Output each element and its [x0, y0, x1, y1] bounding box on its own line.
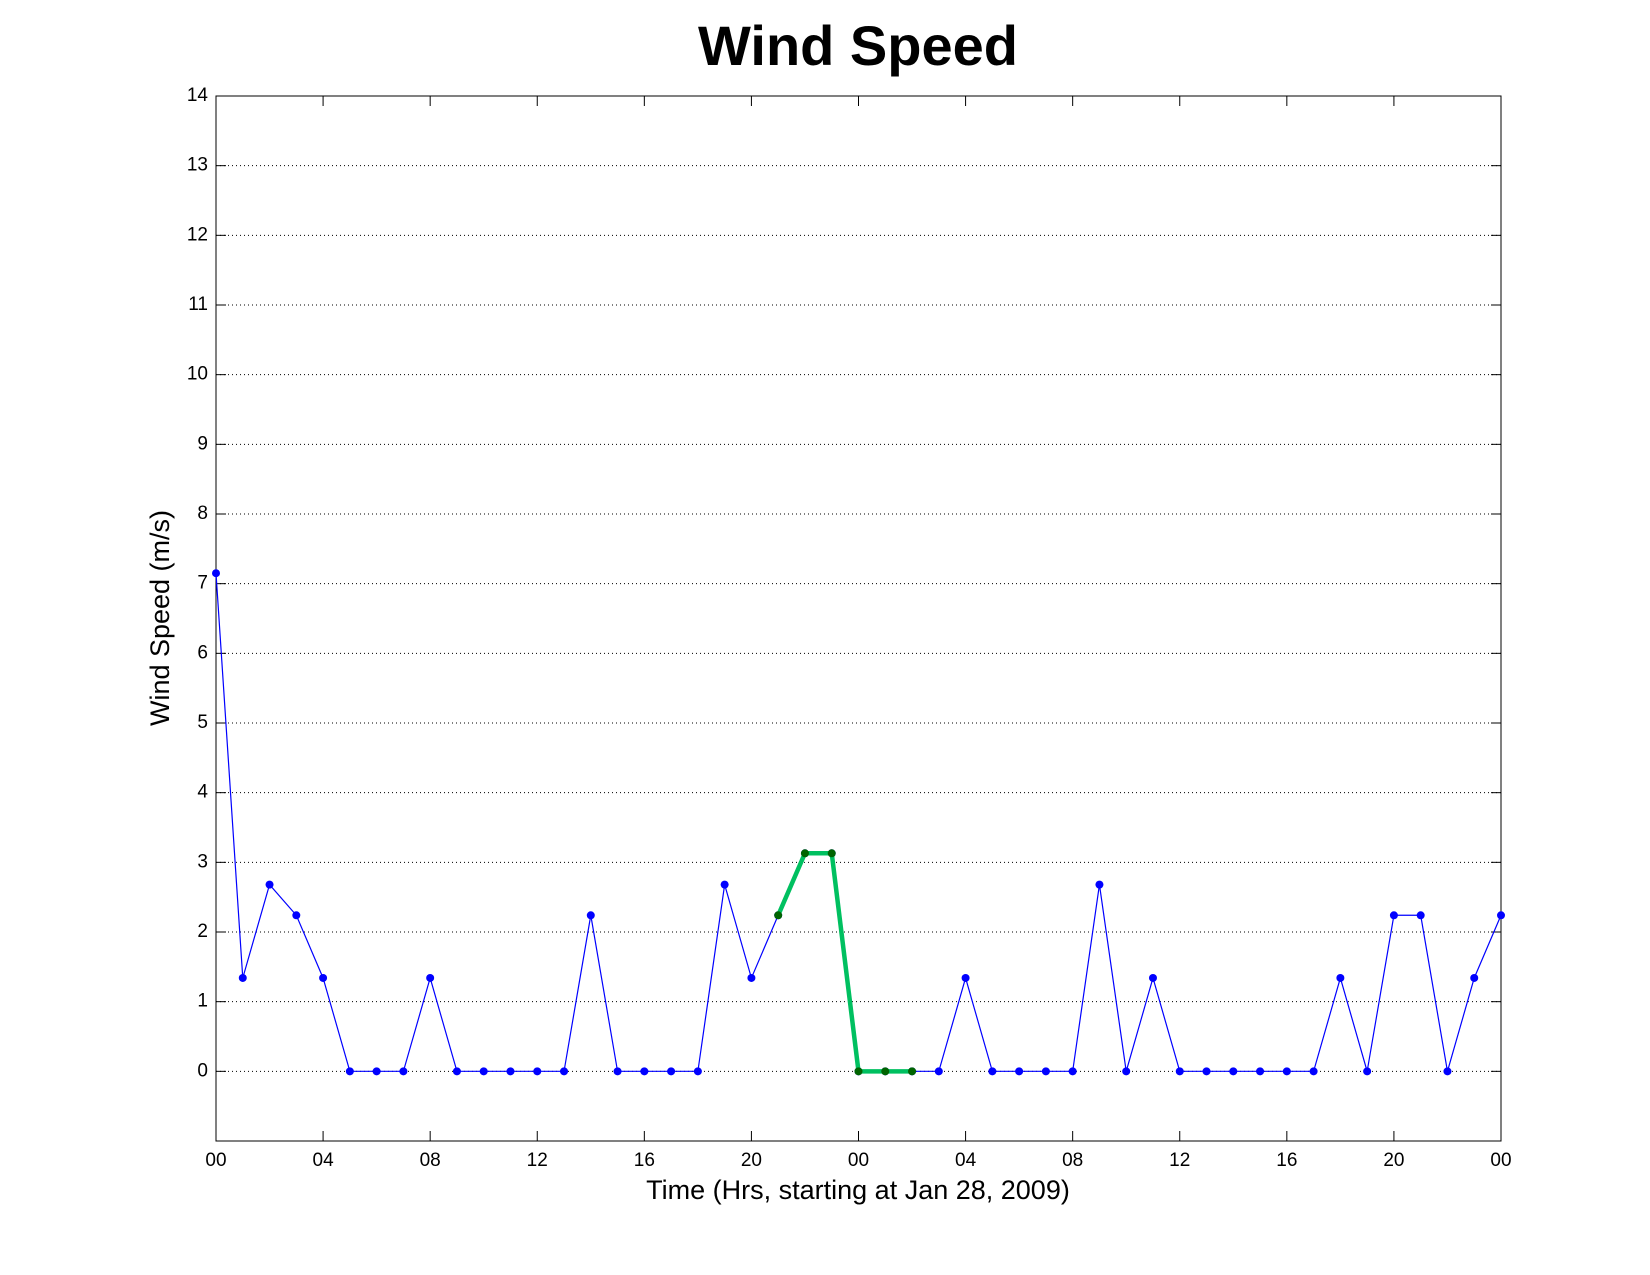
- y-tick-label: 0: [197, 1060, 208, 1081]
- data-point: [827, 849, 836, 858]
- data-point: [1443, 1067, 1452, 1076]
- data-point: [1336, 973, 1345, 982]
- y-tick-label: 10: [187, 364, 208, 385]
- x-tick-label: 16: [1276, 1150, 1297, 1171]
- x-tick-label: 04: [955, 1150, 977, 1171]
- data-point: [774, 911, 783, 920]
- data-point: [854, 1067, 863, 1076]
- data-point: [265, 880, 274, 889]
- data-point: [372, 1067, 381, 1076]
- data-point: [426, 973, 435, 982]
- y-tick-label: 6: [197, 642, 208, 663]
- y-axis-label: Wind Speed (m/s): [145, 510, 175, 726]
- x-tick-label: 08: [420, 1150, 441, 1171]
- x-tick-label: 00: [848, 1150, 869, 1171]
- y-tick-label: 5: [197, 712, 208, 733]
- data-point: [319, 973, 328, 982]
- x-tick-label: 00: [205, 1150, 226, 1171]
- data-point: [1095, 880, 1104, 889]
- data-point: [961, 973, 970, 982]
- data-point: [560, 1067, 569, 1076]
- x-tick-label: 16: [634, 1150, 655, 1171]
- data-point: [238, 973, 247, 982]
- x-axis-label: Time (Hrs, starting at Jan 28, 2009): [646, 1175, 1070, 1205]
- data-point: [881, 1067, 890, 1076]
- data-point: [1389, 911, 1398, 920]
- data-point: [1256, 1067, 1265, 1076]
- data-point: [452, 1067, 461, 1076]
- y-tick-label: 1: [197, 991, 208, 1012]
- y-tick-label: 9: [197, 433, 208, 454]
- data-point: [1068, 1067, 1077, 1076]
- x-tick-label: 12: [1169, 1150, 1190, 1171]
- data-point: [747, 973, 756, 982]
- data-point: [613, 1067, 622, 1076]
- x-tick-label: 20: [1383, 1150, 1404, 1171]
- data-point: [1148, 973, 1157, 982]
- y-tick-label: 4: [197, 782, 208, 803]
- data-point: [1363, 1067, 1372, 1076]
- x-tick-label: 12: [527, 1150, 548, 1171]
- data-point: [1175, 1067, 1184, 1076]
- plot-frame: [215, 95, 1502, 1142]
- y-tick-label: 12: [187, 224, 208, 245]
- data-line: [776, 851, 913, 1074]
- data-point: [640, 1067, 649, 1076]
- data-point: [399, 1067, 408, 1076]
- data-point: [988, 1067, 997, 1076]
- y-tick-label: 7: [197, 573, 208, 594]
- data-point: [345, 1067, 354, 1076]
- chart-title: Wind Speed: [698, 14, 1018, 77]
- data-point: [292, 911, 301, 920]
- y-tick-label: 13: [187, 155, 208, 176]
- data-point: [934, 1067, 943, 1076]
- y-tick-label: 3: [197, 851, 208, 872]
- data-point: [586, 911, 595, 920]
- x-tick-label: 20: [741, 1150, 762, 1171]
- y-tick-label: 11: [188, 294, 208, 315]
- x-tick-label: 04: [313, 1150, 335, 1171]
- data-point: [506, 1067, 515, 1076]
- data-point: [720, 880, 729, 889]
- y-tick-label: 2: [197, 921, 208, 942]
- data-point: [667, 1067, 676, 1076]
- data-point: [1202, 1067, 1211, 1076]
- y-tick-label: 14: [187, 85, 209, 106]
- data-point: [479, 1067, 488, 1076]
- data-point: [693, 1067, 702, 1076]
- data-point: [1015, 1067, 1024, 1076]
- data-point: [1497, 911, 1505, 920]
- y-tick-label: 8: [197, 503, 208, 524]
- data-point: [1309, 1067, 1318, 1076]
- plot-area: [216, 96, 1501, 1141]
- x-tick-label: 08: [1062, 1150, 1083, 1171]
- data-point: [1282, 1067, 1291, 1076]
- data-point: [1229, 1067, 1238, 1076]
- data-point: [1041, 1067, 1050, 1076]
- data-point: [533, 1067, 542, 1076]
- data-point: [212, 569, 220, 578]
- data-point: [1416, 911, 1425, 920]
- data-point: [1122, 1067, 1131, 1076]
- data-point: [1470, 973, 1479, 982]
- data-point: [908, 1067, 917, 1076]
- x-tick-label: 00: [1490, 1150, 1511, 1171]
- data-point: [800, 849, 809, 858]
